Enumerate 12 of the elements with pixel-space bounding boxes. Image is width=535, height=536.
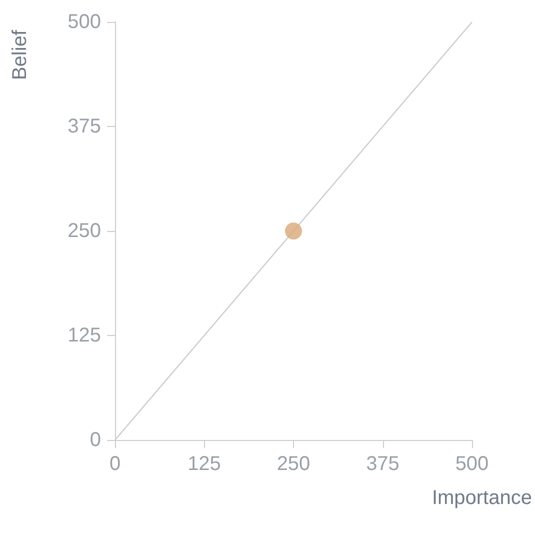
x-tick-label: 500 [455, 453, 489, 475]
y-tick-label: 125 [68, 324, 101, 346]
x-tick-label: 125 [188, 453, 221, 475]
y-tick-label: 375 [68, 116, 101, 138]
x-tick-label: 375 [366, 453, 400, 475]
x-tick-label: 250 [276, 453, 310, 475]
y-tick-label: 500 [68, 11, 101, 33]
y-tick-label: 250 [68, 220, 101, 242]
x-tick-label: 0 [109, 453, 121, 475]
x-axis-title: Importance [432, 487, 532, 509]
y-tick-label: 0 [90, 429, 101, 451]
y-axis-title: Belief [9, 30, 31, 80]
